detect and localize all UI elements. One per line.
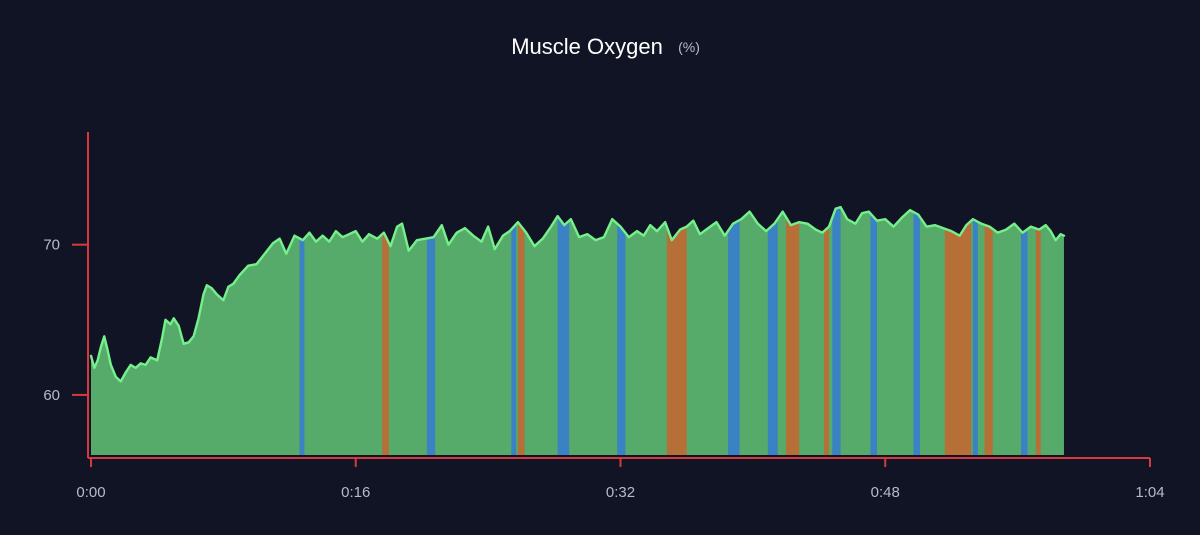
- blue-zone-band-4: [511, 207, 517, 455]
- orange-zone-band-2: [382, 207, 389, 455]
- plot-area: [89, 205, 1066, 455]
- chart-title: Muscle Oxygen: [511, 34, 663, 59]
- blue-zone-band-3: [426, 207, 436, 455]
- blue-zone-band-1: [299, 207, 305, 455]
- blue-zone-band-15: [913, 207, 920, 455]
- blue-zone-band-7: [617, 207, 626, 455]
- orange-zone-band-11: [785, 207, 800, 455]
- orange-zone-band-8: [666, 207, 687, 455]
- blue-zone-band-19: [1020, 207, 1028, 455]
- y-tick-label-1: 60: [43, 387, 60, 404]
- blue-zone-band-6: [557, 207, 570, 455]
- blue-zone-band-14: [870, 207, 877, 455]
- x-axis-ticks: 0:00 0:16 0:32 0:48 1:04: [76, 458, 1165, 501]
- blue-zone-band-10: [767, 207, 778, 455]
- axes: [87, 132, 1150, 459]
- area-fill: [91, 207, 1064, 455]
- blue-zone-band-13: [832, 207, 841, 455]
- orange-zone-band-12: [824, 207, 829, 455]
- band-layer: [299, 207, 1041, 455]
- orange-zone-band-16: [944, 207, 972, 455]
- y-tick-label-2: 70: [43, 237, 60, 254]
- y-axis-ticks: 60 70: [43, 237, 88, 404]
- series-line: [89, 205, 1066, 383]
- x-tick-label-3: 0:32: [606, 484, 635, 501]
- blue-zone-band-9: [728, 207, 740, 455]
- x-tick-label-5: 1:04: [1135, 484, 1164, 501]
- orange-zone-band-18: [984, 207, 993, 455]
- x-tick-label-2: 0:16: [341, 484, 370, 501]
- blue-zone-band-17: [972, 207, 978, 455]
- x-tick-label-4: 0:48: [871, 484, 900, 501]
- x-tick-label-1: 0:00: [76, 484, 105, 501]
- orange-zone-band-20: [1035, 207, 1041, 455]
- chart-title-unit: (%): [678, 39, 700, 55]
- orange-zone-band-5: [517, 207, 525, 455]
